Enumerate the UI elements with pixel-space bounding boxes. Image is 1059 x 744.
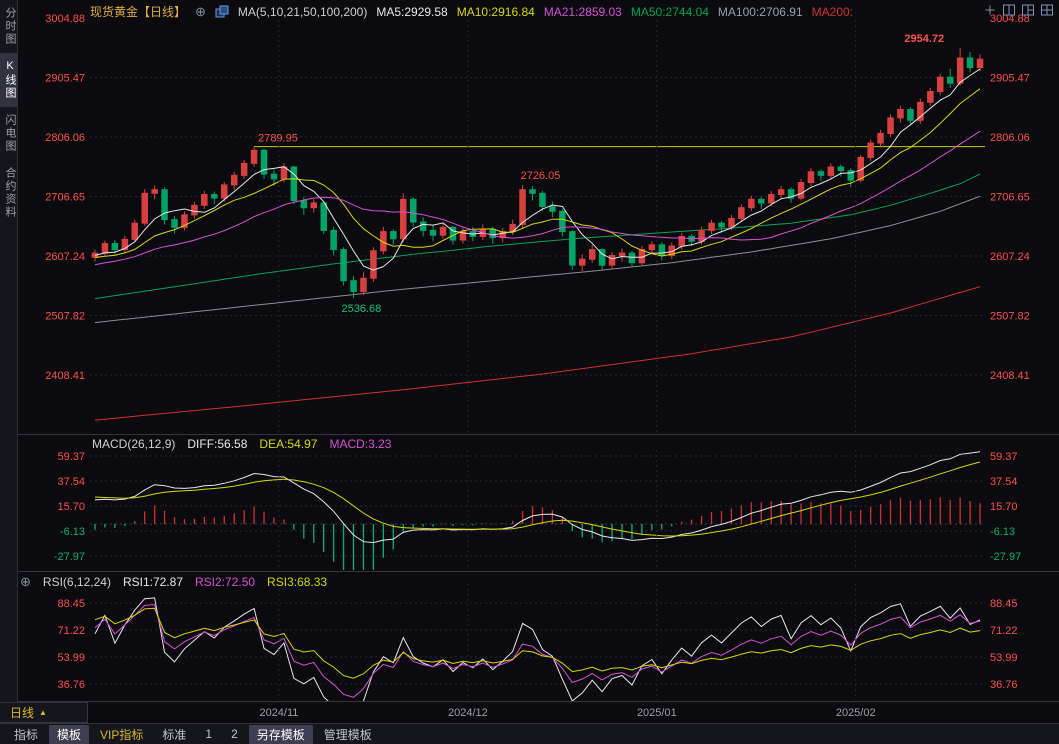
svg-text:2706.65: 2706.65 [45,191,85,203]
chart-header: 现货黄金【日线】 ⊕ MA(5,10,21,50,100,200) MA5:29… [90,3,853,20]
svg-text:36.76: 36.76 [57,679,85,691]
svg-text:59.37: 59.37 [990,451,1018,463]
svg-text:3004.88: 3004.88 [45,13,85,25]
svg-text:-27.97: -27.97 [990,551,1021,563]
macd-header: MACD(26,12,9) DIFF:56.58 DEA:54.97 MACD:… [92,437,391,451]
macd-diff-value: DIFF:56.58 [187,437,248,451]
ma-value-label: MA50:2744.04 [630,4,709,19]
svg-text:2954.72: 2954.72 [904,33,944,45]
svg-text:2507.82: 2507.82 [45,311,85,323]
svg-text:15.70: 15.70 [990,501,1018,513]
svg-text:15.70: 15.70 [57,501,85,513]
rsi-header: ⊕ RSI(6,12,24) RSI1:72.87 RSI2:72.50 RSI… [20,575,327,589]
left-sidebar: 分时图 K线图闪电图合约资料 [0,0,18,702]
svg-text:2408.41: 2408.41 [45,370,85,382]
svg-text:53.99: 53.99 [57,652,85,664]
svg-text:3004.88: 3004.88 [990,13,1030,25]
svg-text:37.54: 37.54 [990,476,1018,488]
tab-templates[interactable]: 模板 [49,724,90,744]
svg-text:-27.97: -27.97 [54,551,85,563]
svg-text:37.54: 37.54 [57,476,85,488]
svg-text:-6.13: -6.13 [60,526,85,538]
svg-text:2607.24: 2607.24 [45,251,85,263]
tab-vip-indicators[interactable]: VIP指标 [100,727,144,742]
svg-text:2024/12: 2024/12 [448,707,488,719]
svg-text:2025/01: 2025/01 [637,707,677,719]
chart-layout-icons [983,3,1054,17]
add-overlay-icon[interactable]: ⊕ [195,3,206,19]
period-arrow-icon: ▲ [39,708,47,717]
ma-value-label: MA5:2929.58 [376,4,448,19]
svg-text:88.45: 88.45 [990,598,1018,610]
tab-preset-2[interactable]: 2 [231,727,238,741]
indicator-overlay-icon[interactable] [215,5,229,18]
ma-value-label: MA21:2859.03 [543,4,622,19]
svg-text:2607.24: 2607.24 [990,251,1030,263]
ma-group-label: MA(5,10,21,50,100,200) [237,4,368,19]
period-selector[interactable]: 日线 ▲ [0,702,88,723]
tab-indicators[interactable]: 指标 [14,727,39,742]
svg-text:2507.82: 2507.82 [990,311,1030,323]
plus-icon[interactable] [983,3,997,17]
macd-label[interactable]: MACD(26,12,9) [92,437,176,451]
ma-value-label: MA200: [811,4,854,19]
svg-text:2024/11: 2024/11 [259,707,298,719]
svg-text:53.99: 53.99 [990,652,1018,664]
svg-text:2536.68: 2536.68 [342,303,382,315]
svg-text:2806.06: 2806.06 [990,132,1030,144]
tab-save-template[interactable]: 另存模板 [248,724,313,744]
rsi1-value: RSI1:72.87 [122,575,183,589]
multi-pane-icon[interactable] [1021,3,1035,17]
tab-standard[interactable]: 标准 [162,727,187,742]
svg-text:71.22: 71.22 [990,625,1018,637]
svg-text:2025/02: 2025/02 [836,707,876,719]
svg-text:2905.47: 2905.47 [990,72,1030,84]
svg-text:2806.06: 2806.06 [45,132,85,144]
svg-text:36.76: 36.76 [990,679,1018,691]
ma-value-label: MA10:2916.84 [456,4,535,19]
symbol-title[interactable]: 现货黄金【日线】 [90,5,187,19]
sidebar-item-flash-chart[interactable]: 闪电图 [4,114,16,153]
rsi-label[interactable]: RSI(6,12,24) [42,575,111,589]
macd-dea-value: DEA:54.97 [259,437,318,451]
rsi2-value: RSI2:72.50 [195,575,256,589]
svg-text:88.45: 88.45 [57,598,85,610]
svg-text:2706.65: 2706.65 [990,191,1030,203]
grid-view-icon[interactable] [1040,3,1054,17]
add-indicator-icon[interactable]: ⊕ [20,574,31,589]
ma-value-label: MA100:2706.91 [717,4,803,19]
svg-text:2789.95: 2789.95 [258,133,298,145]
sidebar-item-time-chart[interactable]: 分时图 [4,7,16,46]
sidebar-item-contract-info[interactable]: 合约资料 [4,167,16,219]
svg-text:2905.47: 2905.47 [45,72,85,84]
svg-text:2726.05: 2726.05 [521,170,561,182]
split-view-icon[interactable] [1002,3,1016,17]
period-label: 日线 [10,706,35,720]
tab-manage-template[interactable]: 管理模板 [323,727,372,742]
ma-values: MA5:2929.58 MA10:2916.84 MA21:2859.03 MA50:… [376,5,853,19]
svg-text:59.37: 59.37 [57,451,85,463]
tab-preset-1[interactable]: 1 [205,727,213,741]
svg-text:2408.41: 2408.41 [990,370,1030,382]
macd-value: MACD:3.23 [329,437,392,451]
bottom-toolbar: 指标 模板 VIP指标 标准 1 2 另存模板 管理模板 [0,723,1059,744]
svg-text:71.22: 71.22 [57,625,85,637]
svg-text:-6.13: -6.13 [990,526,1015,538]
rsi3-value: RSI3:68.33 [267,575,328,589]
sidebar-item-kline-chart[interactable]: K线图 [0,53,18,107]
